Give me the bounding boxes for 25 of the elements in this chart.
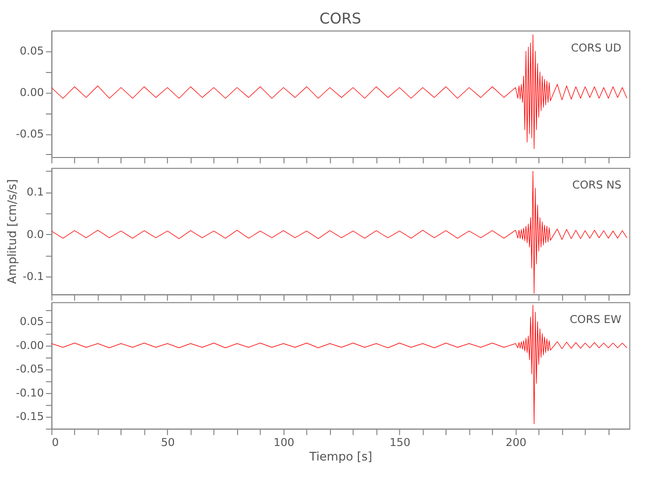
chart-title: CORS [319,10,362,28]
y-tick-label: -0.15 [16,410,44,424]
x-tick-label: 200 [506,436,526,449]
y-tick-label: -0.00 [16,338,44,352]
y-tick-label: -0.1 [22,270,44,284]
x-axis-title: Tiempo [s] [308,450,372,464]
y-tick-label: 0.00 [20,86,44,99]
x-tick-label: 150 [390,436,410,449]
line-series [51,170,628,294]
line-series [51,34,628,149]
y-tick-label: 0.0 [26,228,44,241]
x-tick-label: 0 [52,436,59,449]
annotation: CORS EW [570,312,622,326]
y-tick-label: 0.1 [26,186,44,199]
y-tick-label: -0.05 [16,127,44,140]
annotation: CORS NS [572,178,622,192]
x-tick-label: 100 [274,436,294,449]
y-tick-label: 0.05 [20,44,44,58]
y-tick-label: 0.05 [20,315,44,328]
y-axis-title: Amplitud [cm/s/s] [4,179,19,284]
x-tick-label: 50 [160,436,175,449]
y-tick-label: -0.10 [16,386,44,400]
annotation: CORS UD [571,41,622,54]
line-series [51,304,628,424]
y-tick-label: -0.05 [16,362,44,376]
